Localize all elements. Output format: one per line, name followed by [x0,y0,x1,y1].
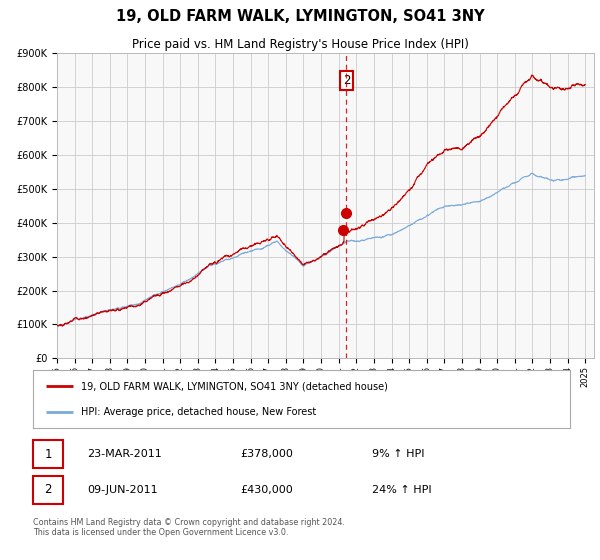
Text: 2: 2 [44,483,52,497]
Text: £430,000: £430,000 [241,485,293,495]
Text: 24% ↑ HPI: 24% ↑ HPI [371,485,431,495]
Text: 1: 1 [44,448,52,461]
Text: 9% ↑ HPI: 9% ↑ HPI [371,449,424,459]
Text: HPI: Average price, detached house, New Forest: HPI: Average price, detached house, New … [82,407,317,417]
FancyBboxPatch shape [33,440,63,468]
Text: Price paid vs. HM Land Registry's House Price Index (HPI): Price paid vs. HM Land Registry's House … [131,38,469,50]
Text: 19, OLD FARM WALK, LYMINGTON, SO41 3NY (detached house): 19, OLD FARM WALK, LYMINGTON, SO41 3NY (… [82,381,388,391]
Text: 19, OLD FARM WALK, LYMINGTON, SO41 3NY: 19, OLD FARM WALK, LYMINGTON, SO41 3NY [116,10,484,25]
Text: 2: 2 [343,74,350,87]
Text: Contains HM Land Registry data © Crown copyright and database right 2024.
This d: Contains HM Land Registry data © Crown c… [33,517,345,537]
Text: 23-MAR-2011: 23-MAR-2011 [88,449,163,459]
Text: 09-JUN-2011: 09-JUN-2011 [88,485,158,495]
FancyBboxPatch shape [33,476,63,504]
Text: £378,000: £378,000 [241,449,293,459]
